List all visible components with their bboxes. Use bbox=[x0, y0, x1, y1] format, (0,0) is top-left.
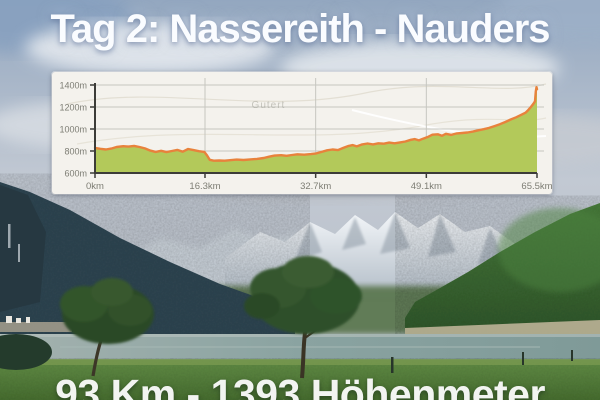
svg-text:49.1km: 49.1km bbox=[411, 181, 442, 192]
svg-text:1200m: 1200m bbox=[59, 103, 87, 113]
left-cliff bbox=[0, 185, 46, 312]
chart-x-labels: 0km 16.3km 32.7km 49.1km 65.5km bbox=[86, 181, 552, 192]
sunlit-forest-patch bbox=[498, 208, 600, 292]
grass-meadow bbox=[0, 360, 600, 400]
page-title: Tag 2: Nassereith - Nauders bbox=[50, 7, 550, 51]
svg-text:1400m: 1400m bbox=[59, 81, 87, 91]
svg-text:800m: 800m bbox=[64, 147, 87, 157]
elevation-area bbox=[95, 87, 537, 173]
left-shoreline bbox=[0, 322, 72, 332]
elevation-chart: Gutert 600m 800m 1000m 1200m 1400m 0km 16.3km 32… bbox=[59, 78, 552, 192]
elevation-line bbox=[93, 86, 539, 162]
svg-text:16.3km: 16.3km bbox=[189, 181, 220, 192]
lake-horizon-line bbox=[0, 334, 600, 337]
waterline-grass bbox=[0, 359, 600, 365]
tree-center bbox=[244, 256, 362, 379]
svg-text:600m: 600m bbox=[64, 169, 87, 179]
foreground-bush bbox=[0, 334, 52, 370]
map-watermark-label: Gutert bbox=[252, 100, 286, 111]
svg-text:0km: 0km bbox=[86, 181, 104, 192]
svg-text:65.5km: 65.5km bbox=[521, 181, 552, 192]
elevation-chart-panel: Gutert 600m 800m 1000m 1200m 1400m 0km 16.3km 32… bbox=[52, 72, 552, 194]
chart-axes bbox=[90, 83, 538, 178]
svg-text:32.7km: 32.7km bbox=[300, 181, 331, 192]
svg-text:1000m: 1000m bbox=[59, 125, 87, 135]
chart-y-labels: 600m 800m 1000m 1200m 1400m bbox=[59, 81, 87, 179]
cliff-snow-streaks bbox=[8, 224, 20, 262]
lake-ripple bbox=[60, 346, 540, 348]
tree-left bbox=[60, 278, 154, 377]
lakeside-houses bbox=[6, 316, 30, 323]
tour-stats: 93 Km - 1393 Höhenmeter bbox=[55, 371, 545, 400]
